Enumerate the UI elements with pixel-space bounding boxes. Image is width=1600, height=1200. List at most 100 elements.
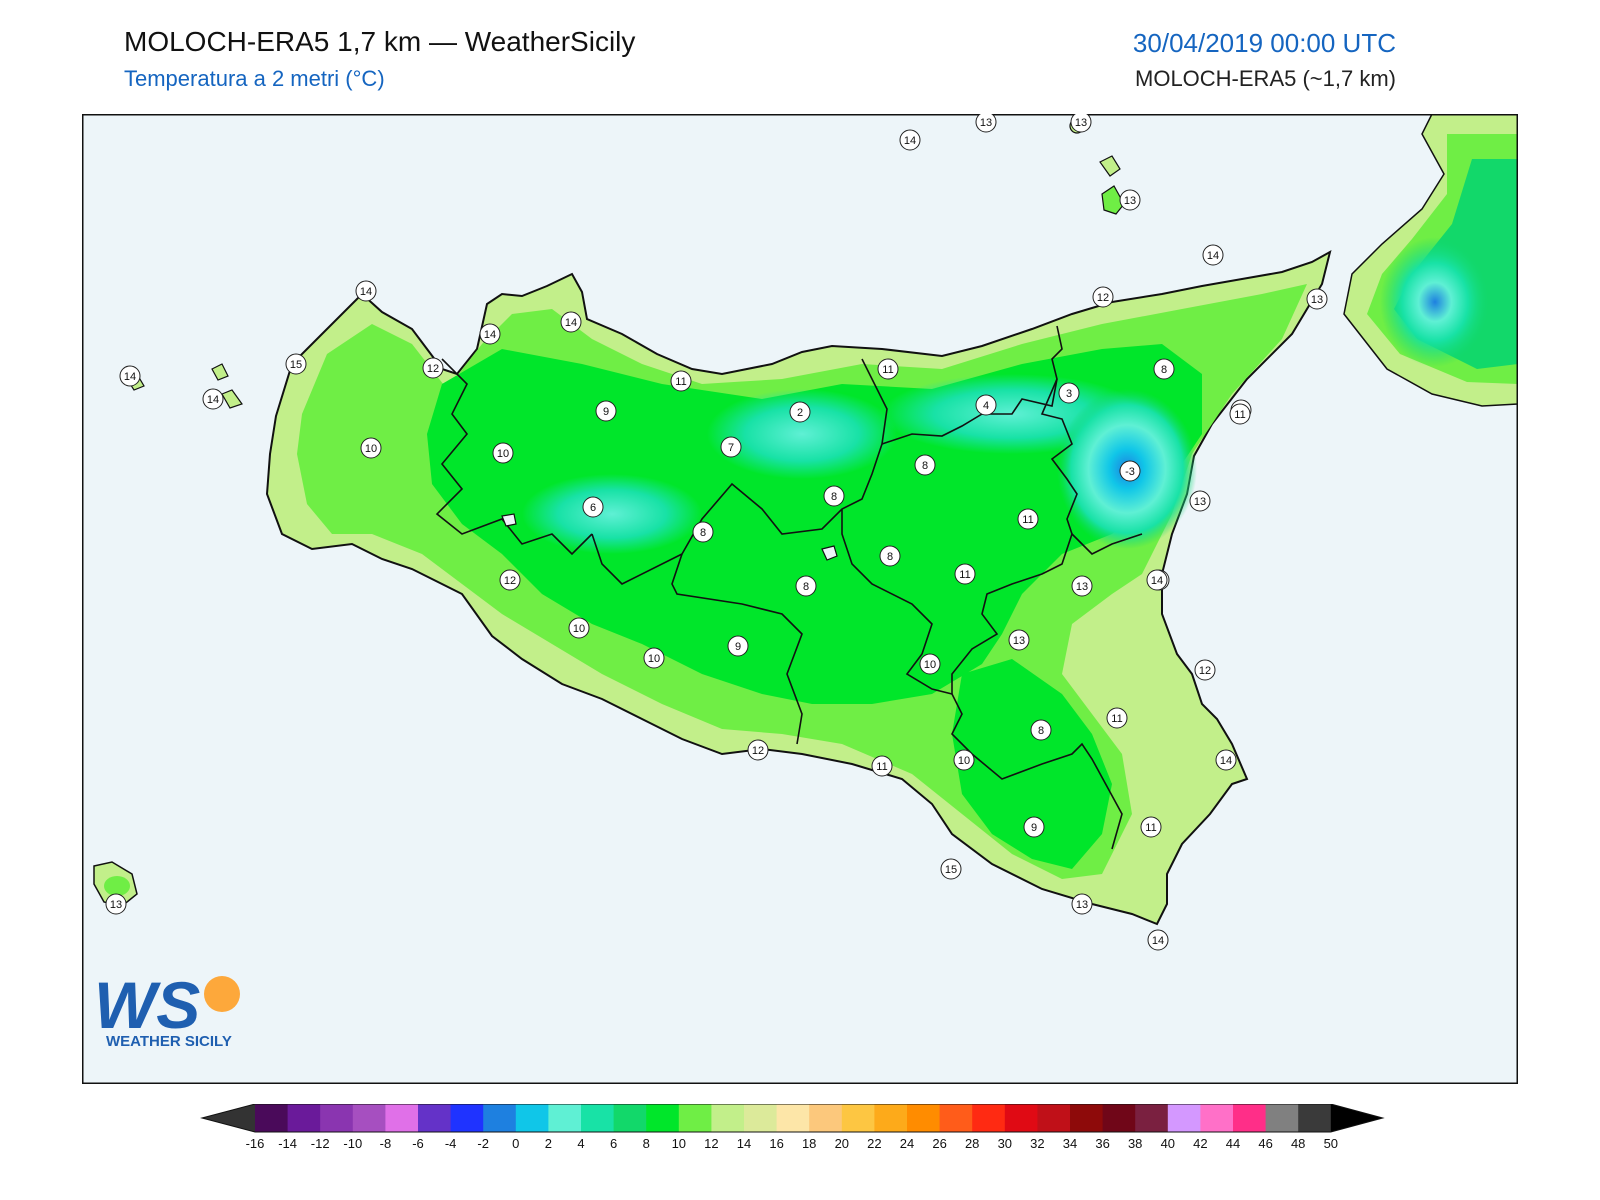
- point-label-value: 10: [648, 653, 660, 665]
- point-label-marker: [1306, 288, 1328, 310]
- point-label-marker: [595, 400, 617, 422]
- point-label-value: 10: [958, 755, 970, 767]
- map-panel: 14 13 13 13 14 13 14 12 14 14 15 12 11 11 8 3 14 14 9 2 4 13 1…: [82, 114, 1518, 1084]
- point-label-marker: [953, 749, 975, 771]
- colorbar-cell: [711, 1104, 745, 1132]
- point-label-value: 10: [365, 443, 377, 455]
- colorbar-cell: [1135, 1104, 1169, 1132]
- variable-subtitle: Temperatura a 2 metri (°C): [124, 66, 385, 91]
- point-label-marker: [1202, 244, 1224, 266]
- colorbar-tick-label: 6: [610, 1136, 617, 1151]
- colorbar-tick-label: 2: [545, 1136, 552, 1151]
- point-label-marker: [975, 114, 997, 133]
- temperature-point-label: 8: [879, 545, 901, 567]
- colorbar-cell: [385, 1104, 419, 1132]
- aeolian-island-3: [1101, 185, 1125, 215]
- temperature-point-label: 14: [355, 280, 377, 302]
- temperature-point-label: 8: [692, 521, 714, 543]
- temperature-point-label: 3: [1058, 382, 1080, 404]
- point-label-value: 10: [497, 448, 509, 460]
- colorbar-cell: [418, 1104, 452, 1132]
- colorbar-tick-label: 32: [1030, 1136, 1044, 1151]
- colorbar-ticks: -16 -14 -12 -10 -8 -6 -4 -2 0 2 4 6 8 10 12 14 16 18 20 22 2…: [246, 1136, 1338, 1151]
- point-label-value: 11: [1022, 514, 1033, 526]
- point-label-marker: [1140, 816, 1162, 838]
- point-label-marker: [1119, 189, 1141, 211]
- point-label-marker: [1146, 569, 1168, 591]
- point-label-marker: [692, 521, 714, 543]
- point-label-value: 12: [1097, 292, 1109, 304]
- point-label-marker: [202, 388, 224, 410]
- point-label-value: 14: [360, 286, 372, 298]
- point-label-marker: [1119, 460, 1141, 482]
- point-label-value: 3: [1066, 388, 1072, 400]
- colorbar-tick-label: 16: [769, 1136, 783, 1151]
- point-label-value: 4: [983, 400, 989, 412]
- colorbar-cells: [200, 1104, 1385, 1133]
- point-label-marker: [1229, 403, 1251, 425]
- colorbar-cell: [841, 1104, 875, 1132]
- temperature-point-label: 11: [954, 563, 976, 585]
- point-label-value: 8: [1161, 364, 1167, 376]
- point-label-value: 14: [1151, 575, 1163, 587]
- temperature-point-label: 13: [975, 114, 997, 133]
- point-label-value: 13: [1194, 496, 1206, 508]
- point-label-marker: [1215, 749, 1237, 771]
- temperature-point-label: -3: [1119, 460, 1141, 482]
- colorbar-tick-label: -6: [412, 1136, 424, 1151]
- point-label-value: 8: [803, 581, 809, 593]
- point-label-marker: [919, 653, 941, 675]
- point-label-marker: [823, 485, 845, 507]
- point-label-value: 11: [675, 376, 686, 388]
- temperature-point-label: 13: [1070, 114, 1092, 133]
- egadi-island-2: [221, 389, 243, 409]
- temperature-point-label: 11: [1017, 508, 1039, 530]
- point-label-value: 9: [1031, 822, 1037, 834]
- temperature-point-label: 10: [360, 437, 382, 459]
- colorbar-tick-label: -16: [246, 1136, 265, 1151]
- point-label-value: 14: [1220, 755, 1232, 767]
- colorbar-tick-label: 50: [1324, 1136, 1338, 1151]
- point-label-value: 8: [700, 527, 706, 539]
- point-label-value: 15: [290, 359, 302, 371]
- point-label-value: 13: [1124, 195, 1136, 207]
- temperature-point-label: 9: [1023, 816, 1045, 838]
- colorbar-tick-label: 38: [1128, 1136, 1142, 1151]
- point-label-marker: [1071, 893, 1093, 915]
- temperature-point-label: 8: [823, 485, 845, 507]
- temperature-point-label: 15: [285, 353, 307, 375]
- valid-datetime: 30/04/2019 00:00 UTC: [1132, 28, 1396, 58]
- point-label-value: 14: [1207, 250, 1219, 262]
- point-label-value: 13: [1013, 635, 1025, 647]
- point-label-marker: [479, 323, 501, 345]
- temperature-point-label: 9: [727, 635, 749, 657]
- point-label-marker: [899, 129, 921, 151]
- point-label-marker: [879, 545, 901, 567]
- colorbar-cell: [972, 1104, 1006, 1132]
- point-label-value: 12: [752, 745, 764, 757]
- pantelleria-interior: [104, 876, 130, 896]
- point-label-marker: [1058, 382, 1080, 404]
- lake-ogliastro: [501, 513, 517, 527]
- colorbar-under-arrow: [202, 1104, 255, 1132]
- temperature-point-label: 12: [422, 357, 444, 379]
- point-label-marker: [422, 357, 444, 379]
- colorbar-tick-label: 34: [1063, 1136, 1077, 1151]
- province-borders: [435, 325, 1143, 850]
- point-label-marker: [1106, 707, 1128, 729]
- temperature-point-label: 2: [789, 401, 811, 423]
- point-label-value: 15: [945, 864, 957, 876]
- point-label-value: 8: [922, 460, 928, 472]
- colorbar-tick-label: -14: [278, 1136, 297, 1151]
- temperature-point-label: 14: [479, 323, 501, 345]
- colorbar-cell: [874, 1104, 908, 1132]
- temperature-point-label: 12: [1092, 286, 1114, 308]
- temperature-point-label: 6: [582, 496, 604, 518]
- colorbar-tick-label: 36: [1095, 1136, 1109, 1151]
- temperature-point-label: 11: [1229, 403, 1251, 425]
- point-label-marker: [643, 647, 665, 669]
- colorbar-tick-label: 8: [643, 1136, 650, 1151]
- colorbar-cell: [287, 1104, 321, 1132]
- point-label-value: 14: [904, 135, 916, 147]
- point-label-marker: [1023, 816, 1045, 838]
